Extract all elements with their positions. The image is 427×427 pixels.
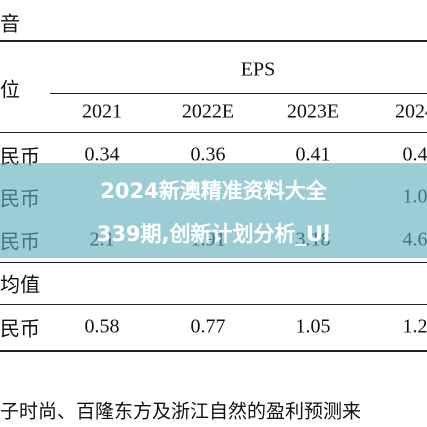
top-rule [0, 40, 427, 42]
row-label: 民币 [0, 318, 40, 341]
bottom-rule [0, 350, 427, 352]
cell: 2022E [181, 100, 235, 123]
footnote: 子时尚、百隆东方及浙江自然的盈利预测来 [0, 401, 362, 423]
cell: 2021 [82, 100, 122, 123]
cell: 0.41 [295, 143, 331, 166]
rule [0, 262, 427, 263]
cell: 0.34 [84, 143, 120, 166]
cell: 0.4 [402, 143, 427, 166]
cell: 2023E [286, 100, 340, 123]
group-header: EPS [240, 58, 276, 81]
cell: 0.36 [190, 143, 226, 166]
banner-line: 2024新澳精准资料大全 [100, 179, 327, 203]
cell: 0.58 [84, 315, 120, 338]
rule [50, 93, 427, 94]
banner-line: 339期,创新计划分析_Ul [96, 222, 331, 246]
cell: 1.05 [295, 315, 331, 338]
rule [0, 304, 427, 305]
rule [0, 132, 427, 133]
title: 音 [0, 13, 20, 36]
section-label: 均值 [0, 274, 40, 297]
cell: 2024 [395, 100, 427, 123]
cell: 1.2 [402, 315, 427, 338]
banner: 2024新澳精准资料大全 339期,创新计划分析_Ul [0, 163, 427, 258]
row-label: 位 [0, 79, 20, 102]
cell: 0.77 [190, 315, 226, 338]
